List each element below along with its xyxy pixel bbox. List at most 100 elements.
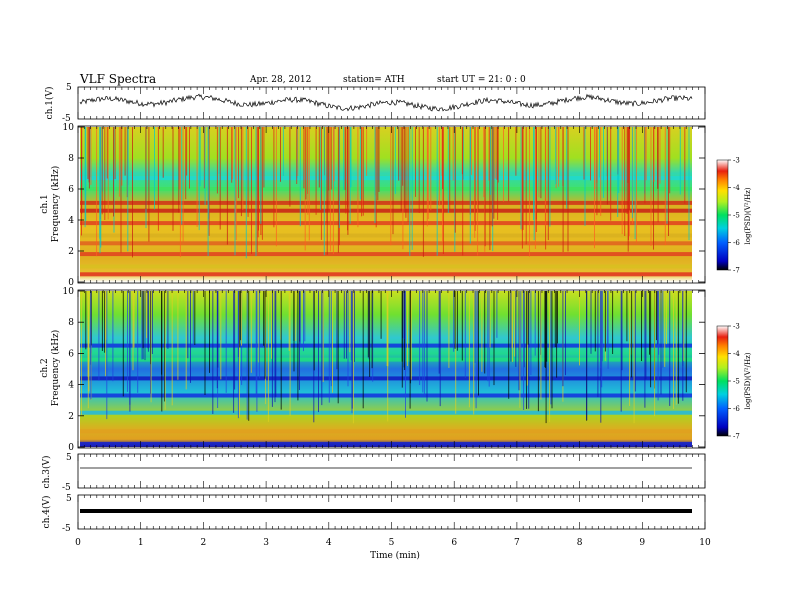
spectral-band-2 [80,410,692,415]
spectral-streak [179,127,181,258]
spectral-streak [549,291,551,422]
spectral-streak [148,127,150,242]
spectral-streak [337,291,339,404]
spectral-streak [203,127,205,189]
spectral-streak [497,127,499,220]
spectral-streak [558,127,560,177]
spectral-streak [105,291,107,340]
spectral-streak [607,291,609,369]
spectral-streak [556,291,558,378]
spectral-streak [189,127,190,189]
spectral-streak [488,127,490,181]
spectral-streak [447,127,449,213]
spectral-streak [255,127,257,257]
spectral-band-1 [80,429,692,434]
spectral-streak [256,291,258,412]
spectral-streak [601,291,603,388]
spectral-streak [679,127,681,195]
spectral-streak [405,291,406,418]
spectral-streak [216,127,218,194]
ytick-label: 6 [68,349,74,359]
spectral-streak [185,291,187,390]
spectral-streak [132,127,133,258]
xtick-label: 0 [75,538,81,548]
ytick-label: 6 [68,185,74,195]
spectral-band-4 [80,376,692,381]
spectral-band-7 [80,200,692,205]
spectral-streak [260,127,262,224]
spectral-streak [522,127,524,230]
spectral-streak [100,127,102,248]
spectral-streak [666,291,667,345]
spectral-streak [245,127,247,259]
spectral-streak [330,291,332,387]
ch1-spec-ylabel: Frequency (kHz) [50,166,61,243]
spectral-streak [247,127,249,217]
spectral-streak [147,291,149,349]
spectral-streak [98,291,100,381]
spectral-streak [550,291,552,405]
ch1-waveform-panel: 5 -5 ch.1(V) [44,83,706,124]
spectral-streak [280,291,282,410]
spectral-streak [401,291,403,388]
spectral-streak [242,127,244,210]
spectral-streak [226,127,228,245]
spectral-streak [528,291,530,409]
spectral-streak [151,291,153,354]
spectral-streak [299,127,301,227]
spectral-streak [454,291,456,349]
xtick-label: 6 [451,538,457,548]
spectral-streak [426,291,428,402]
spectral-streak [122,291,124,397]
spectral-streak [177,291,179,380]
spectral-streak [508,127,510,202]
spectral-streak [529,127,530,257]
spectral-streak [280,127,281,182]
spectral-streak [659,127,661,184]
spectral-streak [442,127,443,190]
spectral-streak [332,127,334,255]
spectral-streak [141,291,143,360]
date-label: Apr. 28, 2012 [249,75,311,85]
spectral-streak [357,127,359,228]
spectral-streak [374,127,376,224]
spectral-streak [372,291,374,382]
spectral-streak [594,127,596,189]
colorbar-tick-label: -7 [733,433,740,441]
spectral-streak [566,127,568,209]
spectral-streak [527,291,529,345]
ch2-spectrogram-bands [80,343,692,446]
spectral-streak [551,291,553,409]
spectral-streak [634,291,636,392]
spectral-streak [261,127,263,240]
spectral-streak [361,127,363,217]
spectral-streak [87,291,89,409]
colorbar-tick-label: -3 [733,323,740,331]
ytick-label: 4 [68,381,74,391]
ch2-spec-label-channel: ch.2 [40,358,50,377]
spectral-streak [407,291,408,366]
spectral-streak [315,127,317,215]
spectral-streak [137,291,139,393]
spectral-streak [604,291,606,352]
spectral-streak [567,127,569,252]
spectral-streak [196,127,198,227]
spectral-streak [455,291,457,414]
spectral-streak [296,127,298,184]
spectral-streak [217,291,219,368]
spectral-streak [544,291,546,367]
spectral-streak [684,127,686,204]
colorbar-tick-label: -7 [733,267,740,275]
spectral-streak [515,291,517,367]
spectral-streak [204,127,206,205]
spectral-streak [328,127,330,211]
spectral-streak [626,127,628,214]
spectral-streak [328,291,330,403]
spectral-streak [415,127,416,197]
ch3-ytick-top: 5 [66,453,72,463]
spectral-streak [233,291,235,413]
spectral-streak [476,291,478,377]
spectral-streak [538,127,540,198]
spectral-streak [489,127,491,251]
